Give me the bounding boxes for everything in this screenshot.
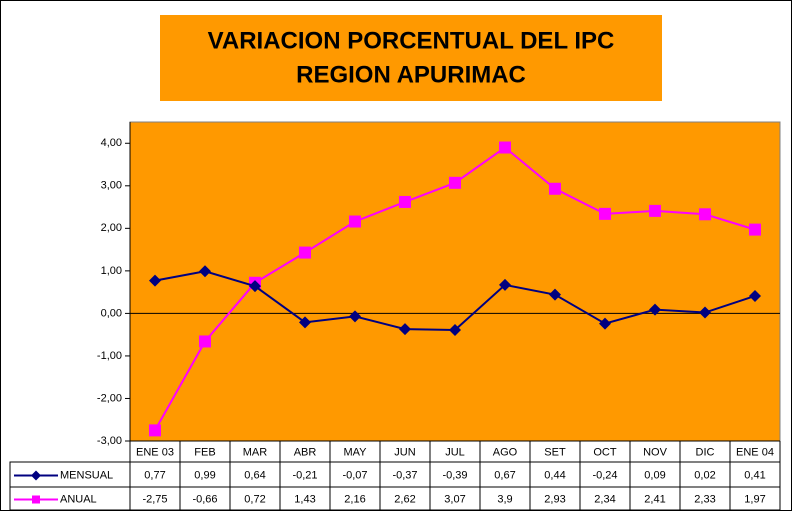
y-tick-label: -1,00 <box>97 350 122 362</box>
legend-marker <box>32 495 40 504</box>
x-tick-label: SET <box>544 446 566 458</box>
marker <box>349 310 361 323</box>
data-label: 0,64 <box>244 469 265 481</box>
x-tick-label: JUL <box>445 446 465 458</box>
y-tick-label: -3,00 <box>97 435 122 447</box>
x-tick-label: FEB <box>194 446 215 458</box>
data-label: -0,66 <box>192 493 217 505</box>
legend-marker <box>31 470 41 481</box>
data-label: -0,07 <box>342 469 367 481</box>
marker <box>549 288 561 301</box>
y-tick-label: 3,00 <box>101 180 122 192</box>
x-tick-label: ABR <box>294 446 317 458</box>
marker <box>449 176 461 189</box>
data-label: 3,07 <box>444 493 465 505</box>
marker <box>299 246 311 259</box>
marker <box>349 215 361 228</box>
marker <box>549 182 561 195</box>
legend-label: ANUAL <box>60 493 97 505</box>
y-tick-label: 1,00 <box>101 265 122 277</box>
marker <box>249 280 261 293</box>
data-label: 0,99 <box>194 469 215 481</box>
marker <box>749 223 761 236</box>
y-tick-label: -2,00 <box>97 392 122 404</box>
x-tick-label: JUN <box>394 446 415 458</box>
marker <box>599 207 611 220</box>
data-label: 3,9 <box>497 493 512 505</box>
x-tick-label: ENE 03 <box>136 446 174 458</box>
x-tick-label: MAY <box>343 446 367 458</box>
data-label: 1,97 <box>744 493 765 505</box>
marker <box>699 306 711 319</box>
data-label: 0,72 <box>244 493 265 505</box>
marker <box>299 316 311 329</box>
marker <box>649 204 661 217</box>
marker <box>499 278 511 291</box>
data-label: 0,77 <box>144 469 165 481</box>
marker <box>749 289 761 302</box>
data-label: -0,39 <box>442 469 467 481</box>
marker <box>449 323 461 336</box>
x-tick-label: OCT <box>593 446 617 458</box>
data-label: -0,37 <box>392 469 417 481</box>
y-tick-label: 0,00 <box>101 307 122 319</box>
marker <box>199 265 211 278</box>
data-label: 2,33 <box>694 493 715 505</box>
x-tick-label: AGO <box>493 446 518 458</box>
data-label: -0,21 <box>292 469 317 481</box>
x-tick-label: NOV <box>643 446 668 458</box>
legend-label: MENSUAL <box>60 469 113 481</box>
marker <box>699 208 711 221</box>
y-tick-label: 2,00 <box>101 222 122 234</box>
marker <box>499 141 511 154</box>
marker <box>199 335 211 348</box>
plot-area <box>129 121 781 442</box>
data-label: 0,41 <box>744 469 765 481</box>
marker <box>399 323 411 336</box>
data-label: -2,75 <box>142 493 167 505</box>
data-label: 0,44 <box>544 469 565 481</box>
title-box <box>160 15 662 101</box>
data-label: 1,43 <box>294 493 315 505</box>
data-label: 2,62 <box>394 493 415 505</box>
marker <box>149 424 161 437</box>
chart-title: VARIACION PORCENTUAL DEL IPC <box>208 27 615 54</box>
marker <box>649 303 661 316</box>
marker <box>149 274 161 287</box>
marker <box>399 195 411 208</box>
data-label: 2,16 <box>344 493 365 505</box>
data-label: 2,34 <box>594 493 615 505</box>
x-tick-label: ENE 04 <box>736 446 774 458</box>
x-tick-label: DIC <box>696 446 715 458</box>
data-label: 0,02 <box>694 469 715 481</box>
data-label: 2,41 <box>644 493 665 505</box>
marker <box>599 317 611 330</box>
chart-subtitle: REGION APURIMAC <box>296 61 526 88</box>
x-tick-label: MAR <box>243 446 268 458</box>
data-label: 0,09 <box>644 469 665 481</box>
y-tick-label: 4,00 <box>101 137 122 149</box>
data-label: -0,24 <box>592 469 617 481</box>
data-label: 0,67 <box>494 469 515 481</box>
data-label: 2,93 <box>544 493 565 505</box>
